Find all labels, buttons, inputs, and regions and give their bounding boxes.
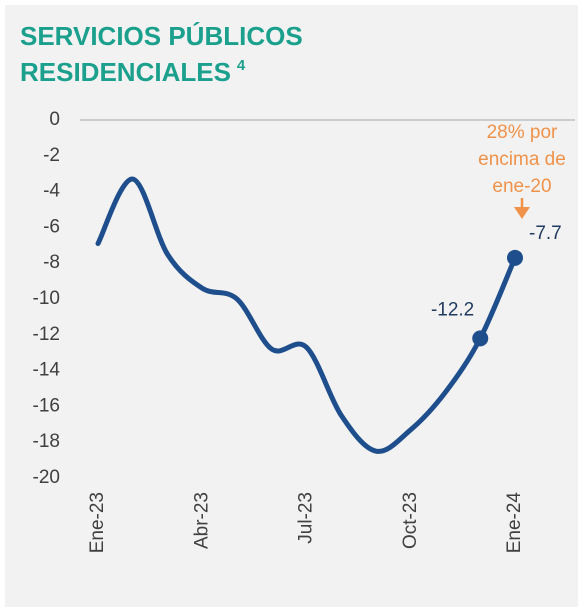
- panel: [5, 5, 578, 607]
- y-tick-label: -2: [43, 145, 60, 166]
- y-tick-label: -20: [33, 467, 60, 488]
- y-tick-label: -8: [43, 252, 60, 273]
- x-tick-label: Ene-23: [87, 492, 108, 553]
- x-tick-label: Ene-24: [504, 492, 525, 554]
- y-tick-label: -10: [33, 288, 60, 309]
- annotation: 28% por: [487, 122, 558, 143]
- data-label: -12.2: [431, 299, 474, 320]
- y-tick-label: -18: [33, 431, 60, 452]
- x-tick-label: Jul-23: [296, 492, 317, 544]
- annotation: ene-20: [492, 176, 551, 197]
- point: [507, 249, 523, 266]
- line: [95, 176, 518, 454]
- y-tick-label: 0: [49, 109, 60, 130]
- annotation: encima de: [478, 149, 566, 170]
- y-tick-label: -12: [33, 324, 60, 345]
- x-tick-label: Oct-23: [400, 492, 421, 549]
- point: [472, 330, 489, 347]
- chart-title: RESIDENCIALES 4: [20, 57, 246, 87]
- data-label: -7.7: [529, 223, 562, 244]
- x-tick-label: Abr-23: [191, 492, 212, 549]
- y-tick-label: -6: [43, 216, 60, 237]
- annotation-arrowhead: [514, 207, 530, 219]
- title-note: 4: [237, 57, 246, 74]
- y-tick-label: -16: [33, 395, 60, 416]
- chart-title: SERVICIOS PÚBLICOS: [20, 21, 303, 51]
- chart-title: RESIDENCIALES: [20, 57, 231, 87]
- y-tick-label: -4: [43, 181, 60, 202]
- y-tick-label: -14: [33, 360, 61, 381]
